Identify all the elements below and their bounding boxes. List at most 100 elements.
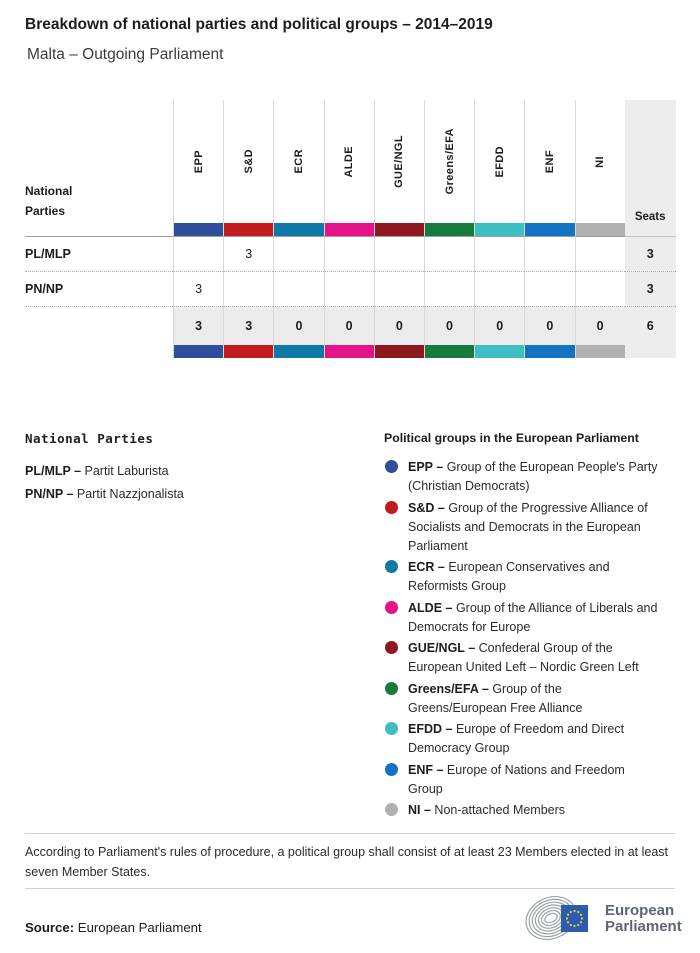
cell (273, 272, 324, 307)
legend-text: Greens/EFA – Group of the Greens/Europea… (408, 680, 660, 718)
guengl-color-dot-icon (385, 641, 398, 654)
cell: 3 (223, 237, 274, 272)
eu-flag-icon (561, 905, 588, 932)
group-color-bar-guengl (373, 345, 424, 358)
party-abbr: PL/MLP – (25, 464, 82, 478)
group-color-bar-alde (323, 345, 374, 358)
group-description: Group of the Greens/European Free Allian… (408, 681, 583, 715)
column-header-alde: ALDE (323, 100, 374, 223)
cell (524, 272, 575, 307)
list-item: ALDE – Group of the Alliance of Liberals… (384, 599, 676, 637)
cell (423, 237, 475, 272)
list-item: EPP – Group of the European People's Par… (384, 458, 676, 496)
corner-header-line2: Parties (25, 204, 66, 218)
divider (25, 888, 675, 889)
column-header-label: GUE/NGL (393, 135, 406, 188)
group-color-bar-ecr (273, 223, 324, 237)
cell (574, 272, 625, 307)
cell (574, 237, 625, 272)
party-name: Partit Nazzjonalista (76, 487, 184, 501)
ecr-color-dot-icon (385, 560, 398, 573)
list-item: Greens/EFA – Group of the Greens/Europea… (384, 680, 676, 718)
logo-text-line1: European (605, 902, 675, 919)
ni-color-dot-icon (385, 803, 398, 816)
eu-parliament-logo: European Parliament (524, 894, 682, 944)
cell (323, 272, 374, 307)
source-label: Source: (25, 920, 75, 935)
seats-cell: 3 (624, 272, 676, 307)
column-header-greensefa: Greens/EFA (423, 100, 474, 223)
group-color-bar-greensefa (423, 345, 475, 358)
cell (173, 237, 224, 272)
total-cell: 3 (173, 307, 224, 345)
total-cell: 0 (273, 307, 324, 345)
cell (474, 237, 525, 272)
group-color-bar-ni (574, 223, 625, 237)
group-color-bar-efdd (474, 223, 525, 237)
column-header-label: Greens/EFA (443, 128, 456, 195)
column-header-label: NI (594, 155, 607, 168)
corner-header-line1: National (25, 184, 73, 198)
cell (373, 272, 424, 307)
list-item: PN/NP – Partit Nazzjonalista (25, 483, 355, 506)
national-parties-heading: National Parties (25, 431, 154, 446)
group-abbr: EFDD – (408, 722, 453, 736)
totals-row-spacer (25, 307, 173, 345)
group-color-bar-sd (223, 223, 274, 237)
total-cell: 0 (373, 307, 424, 345)
total-cell: 0 (323, 307, 374, 345)
legend-text: ALDE – Group of the Alliance of Liberals… (408, 599, 660, 637)
total-cell: 3 (223, 307, 274, 345)
group-color-bar-greensefa (423, 223, 475, 237)
column-header-seats: Seats (624, 100, 676, 237)
column-header-epp: EPP (173, 100, 223, 223)
group-abbr: ECR – (408, 560, 445, 574)
group-color-bar-ni (574, 345, 625, 358)
cell: 3 (173, 272, 224, 307)
page-title: Breakdown of national parties and politi… (25, 16, 493, 33)
cell (323, 237, 374, 272)
column-header-sd: S&D (223, 100, 273, 223)
legend-text: EFDD – Europe of Freedom and Direct Demo… (408, 720, 660, 758)
column-header-ni: NI (574, 100, 625, 223)
group-description: Group of the Progressive Alliance of Soc… (408, 500, 648, 553)
source-value: European Parliament (77, 920, 202, 935)
legend-text: ECR – European Conservatives and Reformi… (408, 558, 660, 596)
group-abbr: S&D – (408, 500, 445, 515)
cell (223, 272, 274, 307)
group-color-bar-guengl (373, 223, 424, 237)
political-groups-heading: Political groups in the European Parliam… (384, 431, 639, 445)
party-abbr: PN/NP – (25, 487, 74, 501)
group-abbr: ALDE – (408, 600, 453, 615)
total-cell: 0 (423, 307, 475, 345)
column-header-ecr: ECR (273, 100, 323, 223)
legend-text: NI – Non-attached Members (408, 801, 660, 820)
footnote: According to Parliament's rules of proce… (25, 833, 675, 882)
group-abbr: Greens/EFA – (408, 681, 489, 696)
legend-text: S&D – Group of the Progressive Alliance … (408, 499, 660, 556)
list-item: EFDD – Europe of Freedom and Direct Demo… (384, 720, 676, 758)
group-color-bar-sd (223, 345, 274, 358)
group-description: Europe of Freedom and Direct Democracy G… (408, 722, 625, 755)
greensefa-color-dot-icon (385, 681, 398, 695)
group-color-bar-enf (524, 345, 575, 358)
legend-text: GUE/NGL – Confederal Group of the Europe… (408, 639, 660, 677)
column-header-efdd: EFDD (474, 100, 524, 223)
cell (423, 272, 475, 307)
group-abbr: NI – (408, 803, 431, 817)
group-abbr: ENF – (408, 762, 444, 777)
group-description: Europe of Nations and Freedom Group (408, 762, 625, 796)
group-abbr: EPP – (408, 460, 444, 474)
source-line: Source: European Parliament (25, 920, 202, 935)
row-label-pnnp: PN/NP (25, 272, 173, 307)
column-header-label: EFDD (493, 145, 506, 178)
efdd-color-dot-icon (385, 722, 398, 735)
list-item: PL/MLP – Partit Laburista (25, 460, 355, 483)
legend-text: ENF – Europe of Nations and Freedom Grou… (408, 761, 660, 799)
column-header-label: EPP (192, 149, 205, 174)
group-color-bar-epp (173, 345, 224, 358)
enf-color-dot-icon (385, 762, 398, 776)
column-header-label: ALDE (343, 145, 356, 178)
cell (474, 272, 525, 307)
